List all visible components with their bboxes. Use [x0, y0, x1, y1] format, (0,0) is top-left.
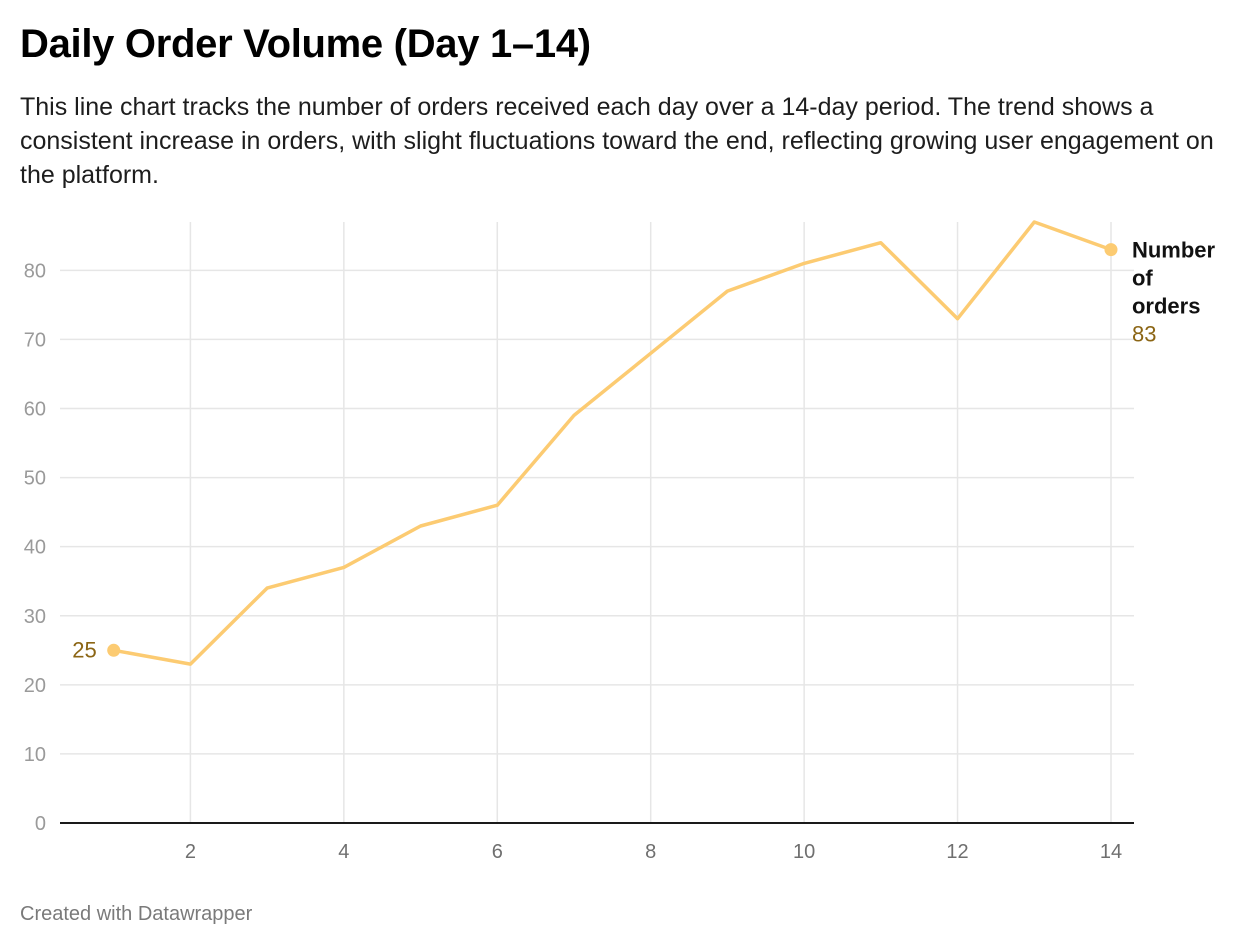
- x-tick-label: 2: [185, 841, 196, 863]
- footer-credit: Created with Datawrapper: [20, 903, 253, 925]
- line-chart: 0 10 20 30 40 50 60 70 80 2 4 6 8 10 12 14 25 Number of o…: [24, 220, 1216, 863]
- x-tick-label: 10: [793, 841, 815, 863]
- series-line-number-of-orders: [111, 220, 1113, 666]
- series-name-label: Number: [1132, 238, 1216, 263]
- chart-subtitle: This line chart tracks the number of ord…: [20, 93, 1214, 189]
- y-axis-ticks: 0 10 20 30 40 50 60 70 80: [24, 260, 46, 835]
- series-markers: [107, 243, 1118, 657]
- start-point-marker: [107, 643, 121, 657]
- start-value-label: 25: [72, 637, 96, 662]
- x-tick-label: 12: [946, 841, 968, 863]
- chart-title: Daily Order Volume (Day 1–14): [20, 22, 591, 66]
- end-point-marker: [1104, 243, 1118, 257]
- x-tick-label: 14: [1100, 841, 1122, 863]
- x-tick-label: 8: [645, 841, 656, 863]
- y-tick-label: 30: [24, 606, 46, 628]
- x-tick-label: 6: [492, 841, 503, 863]
- series-name-label: of: [1132, 266, 1153, 291]
- y-tick-label: 0: [35, 813, 46, 835]
- end-value-label: 83: [1132, 322, 1156, 347]
- y-tick-label: 50: [24, 468, 46, 490]
- grid-lines: [60, 222, 1134, 823]
- series-name-label: orders: [1132, 294, 1200, 319]
- y-tick-label: 80: [24, 260, 46, 282]
- y-tick-label: 60: [24, 399, 46, 421]
- y-tick-label: 70: [24, 329, 46, 351]
- y-tick-label: 20: [24, 675, 46, 697]
- x-axis-ticks: 2 4 6 8 10 12 14: [185, 841, 1122, 863]
- y-tick-label: 10: [24, 744, 46, 766]
- x-tick-label: 4: [338, 841, 349, 863]
- y-tick-label: 40: [24, 537, 46, 559]
- series-labels: 25 Number of orders 83: [72, 238, 1215, 663]
